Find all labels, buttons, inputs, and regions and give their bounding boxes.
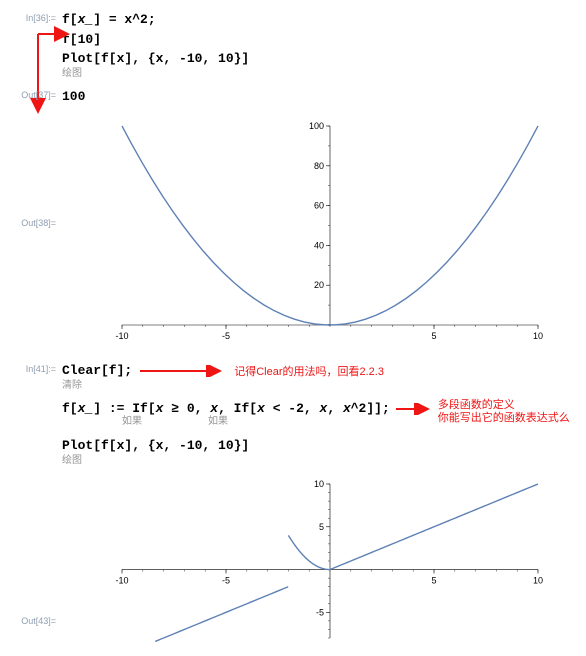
parabola-chart: -10 -5 5 10 20 40 60 80 100: [98, 118, 548, 343]
svg-text:-5: -5: [222, 331, 230, 341]
arrow-to-clear-note-icon: [138, 365, 228, 377]
in-label-41: In[41]:=: [10, 361, 62, 374]
annotation-piecewise: 多段函数的定义 你能写出它的函数表达式么: [438, 399, 570, 425]
svg-text:10: 10: [533, 575, 543, 585]
out-label-43: Out[43]=: [10, 476, 62, 626]
hint-plot-2: 绘图: [62, 456, 576, 466]
out-label-37: Out[37]=: [10, 87, 62, 100]
svg-text:-5: -5: [316, 607, 324, 617]
piecewise-chart: -10 -5 5 10 -5 5 10: [98, 476, 548, 646]
svg-text:10: 10: [533, 331, 543, 341]
cell-out-37: Out[37]= 100: [10, 87, 576, 107]
cell-in-36: In[36]:= f[x_] = x^2; f[10] Plot[f[x], {…: [10, 10, 576, 79]
svg-text:80: 80: [314, 161, 324, 171]
hint-plot-1: 绘图: [62, 69, 576, 79]
cell-out-38: Out[38]= -10 -5 5 10 20 40 60 80 100: [10, 118, 576, 343]
svg-text:5: 5: [431, 331, 436, 341]
output-100: 100: [62, 87, 576, 107]
svg-text:-10: -10: [115, 575, 128, 585]
svg-text:5: 5: [319, 521, 324, 531]
hint-clear: 清除: [62, 381, 576, 391]
svg-text:10: 10: [314, 479, 324, 489]
code-def-piecewise: f[x_] := If[x ≥ 0, x, If[x < -2, x, x^2]…: [62, 399, 390, 419]
cell-out-43: Out[43]= -10 -5 5 10 -5 5 10: [10, 476, 576, 646]
code-call-f10: f[10]: [62, 30, 576, 50]
out-label-38: Out[38]=: [10, 118, 62, 228]
svg-text:60: 60: [314, 201, 324, 211]
svg-text:-5: -5: [222, 575, 230, 585]
svg-text:-10: -10: [115, 331, 128, 341]
code-clear: Clear[f];: [62, 361, 132, 381]
code-plot1: Plot[f[x], {x, -10, 10}]: [62, 49, 576, 69]
svg-text:40: 40: [314, 240, 324, 250]
svg-text:100: 100: [309, 121, 324, 131]
svg-text:20: 20: [314, 280, 324, 290]
hint-if-row: 如果 如果: [62, 418, 390, 428]
annotation-clear: 记得Clear的用法吗，回看2.2.3: [234, 363, 384, 379]
svg-text:5: 5: [431, 575, 436, 585]
code-plot2: Plot[f[x], {x, -10, 10}]: [62, 436, 576, 456]
code-def-f: f[x_] = x^2;: [62, 10, 576, 30]
cell-in-41: In[41]:= Clear[f]; 记得Clear的用法吗，回看2.2.3 清…: [10, 361, 576, 466]
arrow-to-piecewise-note-icon: [394, 403, 434, 415]
